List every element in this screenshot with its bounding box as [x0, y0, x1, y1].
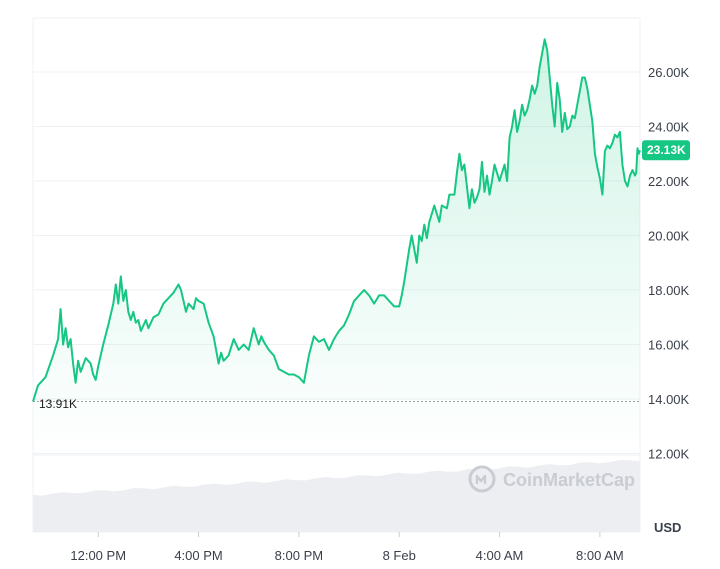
x-tick-label: 4:00 PM	[174, 548, 222, 563]
x-tick-label: 8:00 AM	[576, 548, 624, 563]
y-tick-label: 16.00K	[648, 338, 690, 353]
volume-bars	[33, 460, 640, 532]
y-tick-label: 26.00K	[648, 65, 690, 80]
y-axis-ticks: 12.00K 14.00K 16.00K 18.00K 20.00K 22.00K 24.0…	[648, 65, 690, 462]
y-tick-label: 12.00K	[648, 447, 690, 462]
y-tick-label: 24.00K	[648, 120, 690, 135]
open-price-label: 13.91K	[39, 397, 77, 411]
y-tick-label: 14.00K	[648, 392, 690, 407]
watermark-text: CoinMarketCap	[503, 470, 635, 490]
y-tick-label: 20.00K	[648, 229, 690, 244]
currency-unit: USD	[654, 520, 681, 535]
x-tick-label: 12:00 PM	[70, 548, 126, 563]
x-tick-label: 8:00 PM	[275, 548, 323, 563]
volume-area	[33, 454, 640, 532]
x-axis-ticks: 12:00 PM 4:00 PM 8:00 PM 8 Feb 4:00 AM 8:00 A…	[70, 532, 624, 563]
coinmarketcap-icon	[468, 465, 496, 493]
x-tick-label: 8 Feb	[383, 548, 416, 563]
y-tick-label: 22.00K	[648, 174, 690, 189]
last-price-badge: 23.13K	[642, 140, 690, 161]
last-price-badge-bg	[642, 140, 690, 161]
x-tick-label: 4:00 AM	[476, 548, 524, 563]
last-price-label: 23.13K	[647, 143, 686, 157]
y-tick-label: 18.00K	[648, 283, 690, 298]
price-area-fill	[33, 39, 640, 456]
watermark: CoinMarketCap	[468, 465, 635, 493]
price-line[interactable]	[32, 38, 641, 402]
